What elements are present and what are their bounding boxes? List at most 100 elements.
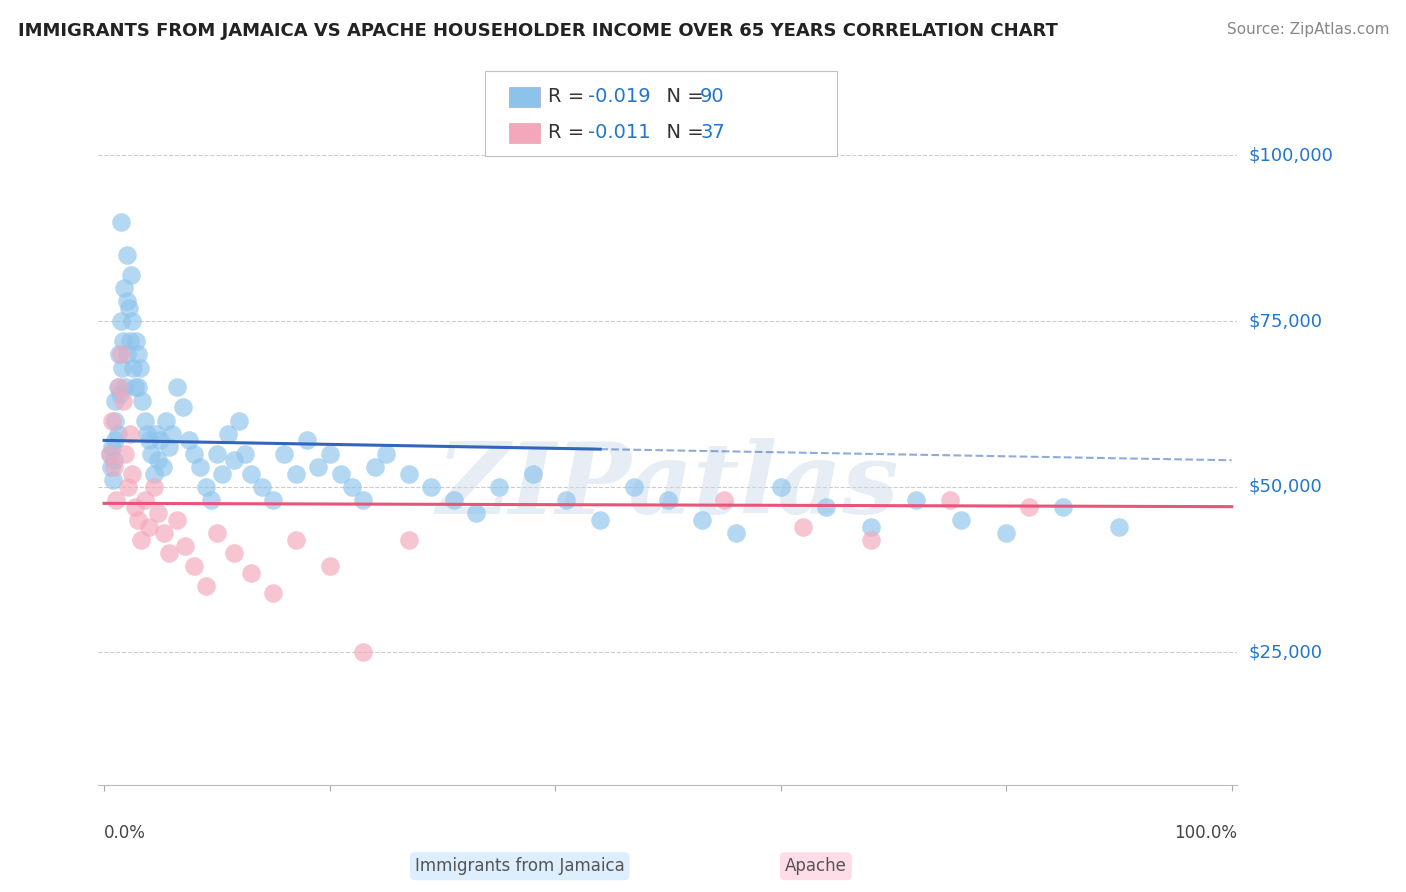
Text: N =: N = [654,122,710,142]
Point [103,453,125,467]
Point [938,493,960,508]
Point [108,387,131,401]
Text: 0.0%: 0.0% [104,824,146,842]
Point [111,360,134,375]
Point [120,268,142,282]
Point [172,401,194,415]
Point [284,467,307,481]
Text: N =: N = [654,87,710,106]
Point [104,413,127,427]
Point [183,559,205,574]
Text: Source: ZipAtlas.com: Source: ZipAtlas.com [1226,22,1389,37]
Point [690,513,713,527]
Point [134,413,156,427]
Point [112,281,135,295]
Point [127,513,149,527]
Point [153,526,176,541]
Point [188,459,211,474]
Point [101,473,124,487]
Text: ZIPatlas: ZIPatlas [437,438,898,534]
Point [555,493,578,508]
Point [124,334,146,348]
Point [142,467,165,481]
Point [142,480,165,494]
Point [769,480,792,494]
Point [103,459,125,474]
Point [107,426,129,441]
Point [177,434,200,448]
Point [138,434,160,448]
Point [1018,500,1040,514]
Text: $50,000: $50,000 [1249,478,1322,496]
Point [792,519,814,533]
Point [115,248,138,262]
Point [107,380,129,394]
Point [329,467,352,481]
Point [118,334,141,348]
Point [228,413,250,427]
Point [217,426,239,441]
Text: 37: 37 [700,122,725,142]
Point [166,513,188,527]
Point [352,645,374,659]
Point [950,513,973,527]
Point [205,447,228,461]
Point [112,393,135,408]
Point [623,480,645,494]
Point [160,426,183,441]
Point [134,493,156,508]
Point [398,467,420,481]
Point [135,426,157,441]
Point [115,347,138,361]
Point [589,513,612,527]
Point [318,559,340,574]
Point [152,459,174,474]
Point [124,500,146,514]
Point [995,526,1018,541]
Point [465,506,488,520]
Text: Immigrants from Jamaica: Immigrants from Jamaica [415,857,624,875]
Text: $100,000: $100,000 [1249,146,1333,164]
Point [98,447,121,461]
Point [107,380,129,394]
Text: 90: 90 [700,87,725,106]
Point [222,546,245,560]
Point [105,493,128,508]
Point [262,493,284,508]
Point [110,314,132,328]
Point [724,526,747,541]
Point [114,447,136,461]
Point [713,493,735,508]
Point [194,579,217,593]
Point [1108,519,1130,533]
Text: -0.019: -0.019 [588,87,651,106]
Point [145,426,167,441]
Point [118,301,141,315]
Point [233,447,256,461]
Text: R =: R = [548,87,591,106]
Point [205,526,228,541]
Point [118,426,141,441]
Text: IMMIGRANTS FROM JAMAICA VS APACHE HOUSEHOLDER INCOME OVER 65 YEARS CORRELATION C: IMMIGRANTS FROM JAMAICA VS APACHE HOUSEH… [18,22,1059,40]
Point [340,480,363,494]
Point [307,459,329,474]
Point [375,447,398,461]
Point [222,453,245,467]
Point [107,347,129,361]
Point [110,215,132,229]
Point [295,434,318,448]
Point [101,413,124,427]
Point [239,467,262,481]
Point [101,440,124,454]
Point [129,533,152,547]
Point [262,586,284,600]
Point [657,493,679,508]
Point [155,413,177,427]
Point [122,360,145,375]
Point [98,447,121,461]
Point [148,506,170,520]
Point [110,347,132,361]
Point [363,459,385,474]
Point [141,447,163,461]
Point [166,380,188,394]
